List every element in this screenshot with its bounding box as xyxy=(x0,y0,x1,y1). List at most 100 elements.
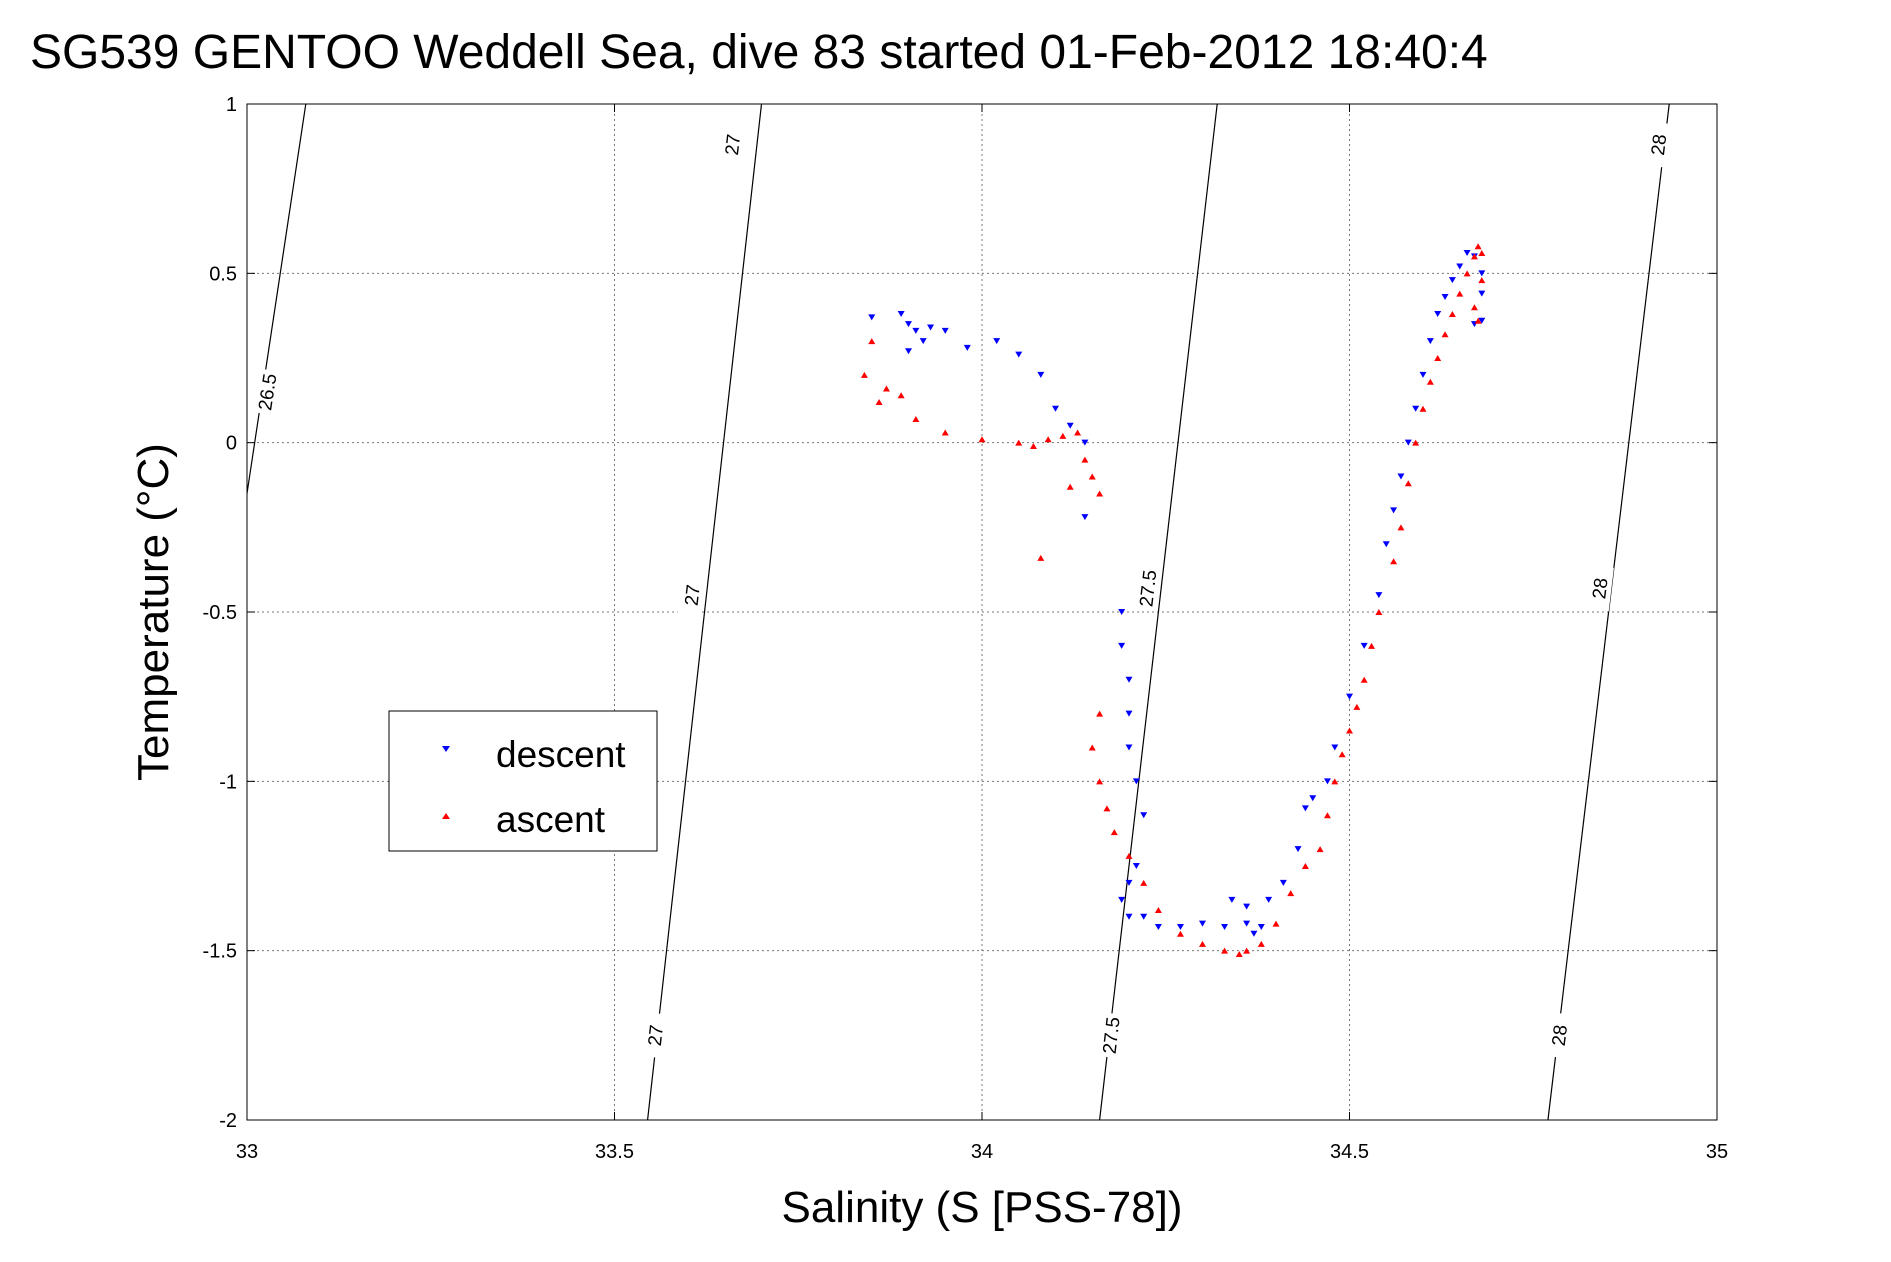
ascent-point xyxy=(1096,778,1104,785)
ascent-point xyxy=(1412,439,1420,446)
descent-point xyxy=(927,324,935,331)
contour-label: 27 xyxy=(645,1024,668,1047)
descent-point xyxy=(1140,812,1148,819)
ascent-point xyxy=(1125,852,1133,859)
descent-point xyxy=(1125,913,1133,920)
contour-label-background xyxy=(1132,565,1162,612)
descent-point xyxy=(897,310,905,317)
descent-point xyxy=(1323,778,1331,785)
contour-label: 27.5 xyxy=(1136,569,1161,608)
ascent-point xyxy=(1287,890,1295,897)
descent-point xyxy=(1426,338,1434,345)
contour-label-group: 28 xyxy=(1643,121,1673,168)
contour-label-group: 27 xyxy=(677,571,707,619)
ascent-point xyxy=(1199,940,1206,947)
ascent-point xyxy=(1088,473,1096,480)
ascent-point xyxy=(1470,304,1478,311)
descent-point xyxy=(1265,896,1273,903)
ascent-point xyxy=(1044,436,1052,443)
contour-line xyxy=(646,103,763,1121)
contour-label: 27 xyxy=(682,584,705,607)
contour-label-group: 27.5 xyxy=(1132,565,1162,612)
descent-point xyxy=(1243,920,1251,927)
ascent-point xyxy=(1346,727,1353,734)
ascent-point xyxy=(1059,432,1067,439)
descent-point xyxy=(1066,422,1074,429)
contour-label-group: 28 xyxy=(1584,565,1614,612)
descent-point xyxy=(1228,896,1236,903)
descent-point xyxy=(1140,913,1148,920)
contour-label-background xyxy=(1544,1012,1574,1059)
contour-label-background xyxy=(677,571,707,619)
contour-label-background xyxy=(251,368,282,416)
contour-label-background xyxy=(1643,121,1673,168)
ascent-point xyxy=(875,399,883,406)
contour-label-group: 28 xyxy=(1544,1012,1574,1059)
ascent-point xyxy=(941,429,949,436)
ascent-point xyxy=(1353,703,1361,710)
ascent-point xyxy=(912,415,920,422)
ascent-point xyxy=(1478,250,1486,257)
descent-point xyxy=(1360,642,1368,649)
descent-point xyxy=(919,338,927,345)
contour-label-group: 27 xyxy=(717,121,747,168)
x-tick-label: 33.5 xyxy=(595,1141,634,1163)
ascent-point xyxy=(1470,253,1478,260)
descent-point xyxy=(1419,371,1427,378)
descent-point xyxy=(1456,263,1464,270)
ascent-point xyxy=(1316,846,1324,853)
descent-point xyxy=(1346,693,1353,700)
y-tick-label: -0.5 xyxy=(203,602,237,624)
contour-label: 27.5 xyxy=(1100,1016,1125,1055)
ascent-point xyxy=(1257,940,1265,947)
contour-label: 28 xyxy=(1589,577,1612,600)
descent-point xyxy=(905,321,912,328)
ascent-point xyxy=(1081,456,1089,463)
legend-descent-marker xyxy=(442,746,450,752)
descent-point xyxy=(1081,439,1089,446)
descent-point xyxy=(1118,642,1126,649)
x-tick-label: 35 xyxy=(1706,1141,1728,1163)
descent-point xyxy=(1243,903,1251,910)
data-series xyxy=(860,243,1486,958)
descent-point xyxy=(1279,879,1287,886)
descent-point xyxy=(1037,371,1045,378)
descent-point xyxy=(1434,310,1442,317)
y-tick-label: 1 xyxy=(226,94,237,116)
ascent-point xyxy=(1110,829,1118,836)
descent-point xyxy=(1221,923,1229,930)
descent-point xyxy=(1250,930,1258,937)
ascent-point xyxy=(1474,243,1482,250)
contour-label-background xyxy=(640,1012,670,1059)
descent-point xyxy=(1125,710,1133,717)
ascent-point xyxy=(1456,290,1464,297)
contour-label: 28 xyxy=(1549,1024,1572,1047)
contour-label: 27 xyxy=(722,133,745,156)
ascent-point xyxy=(1390,558,1398,565)
descent-point xyxy=(1478,270,1486,277)
contour-label-group: 27.5 xyxy=(1096,1012,1126,1059)
ascent-point xyxy=(1029,443,1037,450)
descent-point xyxy=(941,327,949,334)
ascent-point xyxy=(1478,277,1486,284)
contour-label: 28 xyxy=(1648,133,1671,156)
axis-ticks: 33 33.5 34 34.5 35 1 0.5 0 -0.5 -1 -1.5 -2 xyxy=(203,94,1729,1163)
y-tick-label: 0.5 xyxy=(209,263,237,285)
descent-point xyxy=(1448,277,1456,284)
descent-point xyxy=(1478,317,1486,324)
ascent-point xyxy=(1360,676,1368,683)
descent-point xyxy=(1478,290,1486,297)
descent-point xyxy=(1052,405,1059,412)
x-tick-label: 34.5 xyxy=(1330,1141,1369,1163)
descent-point xyxy=(1463,250,1471,257)
ascent-point xyxy=(1154,907,1162,914)
descent-point xyxy=(1257,923,1265,930)
x-tick-label: 34 xyxy=(971,1141,993,1163)
descent-point xyxy=(1081,514,1089,521)
y-tick-label: -2 xyxy=(219,1110,237,1132)
descent-point xyxy=(1154,923,1162,930)
ascent-point xyxy=(978,436,986,443)
y-tick-label: 0 xyxy=(226,433,237,455)
ascent-point xyxy=(1426,378,1434,385)
